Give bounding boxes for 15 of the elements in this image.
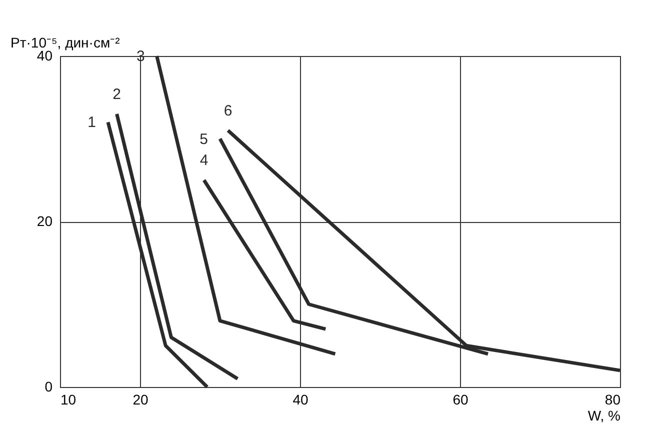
series-label: 5	[200, 130, 208, 148]
series-label: 6	[224, 102, 232, 120]
series-label: 4	[200, 152, 208, 170]
x-tick-label: 60	[452, 392, 468, 408]
x-tick-label: 20	[132, 392, 148, 408]
x-tick-label: 10	[60, 392, 76, 408]
y-axis-title: Pт·10⁻⁵, дин·см⁻²	[10, 34, 120, 50]
y-tick-label: 20	[36, 213, 53, 229]
x-axis-title: W, %	[588, 408, 620, 424]
y-tick-label: 0	[44, 378, 53, 394]
y-tick-label: 40	[36, 48, 53, 64]
series-label: 1	[88, 114, 96, 132]
series-label: 2	[112, 86, 121, 103]
x-tick-label: 80	[604, 392, 621, 408]
x-tick-label: 40	[292, 392, 308, 408]
